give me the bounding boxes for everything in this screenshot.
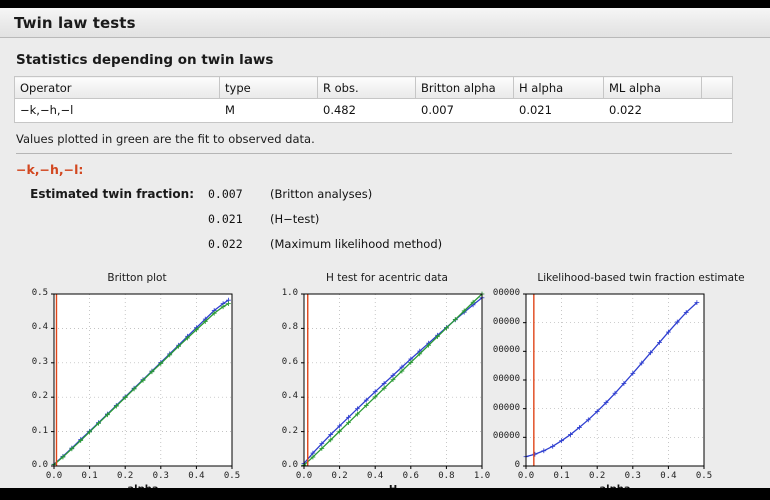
x-tick-label: 0.8	[438, 471, 455, 481]
chart-canvas-britton	[51, 293, 233, 469]
y-tick-label: 0	[514, 460, 520, 470]
y-tick-label: 0.2	[281, 425, 298, 436]
x-tick-label: 0.3	[152, 471, 169, 481]
section-heading: Statistics depending on twin laws	[16, 52, 274, 68]
x-tick-label: 0.1	[553, 471, 570, 481]
chart-likelihood-plot[interactable]: Likelihood-based twin fraction estimate 0…	[486, 272, 770, 488]
y-tick-label: 0.0	[281, 460, 298, 470]
y-tick-label: 0.8	[281, 322, 298, 333]
x-tick-label: 0.2	[117, 471, 134, 481]
y-tick-label: 00000	[492, 374, 520, 384]
x-tick-label: 0.5	[695, 471, 713, 481]
window-titlebar: Twin law tests	[0, 8, 770, 38]
y-tick-label: 0.4	[281, 391, 298, 402]
x-tick-label: 1.0	[473, 471, 491, 481]
cell-h-alpha: 0.021	[513, 98, 604, 123]
estimate-row: 0.021 (H−test)	[14, 212, 756, 237]
table-header-row: Operator type R obs. Britton alpha H alp…	[14, 76, 733, 99]
column-header-britton-alpha[interactable]: Britton alpha	[415, 76, 514, 99]
cell-r-obs: 0.482	[317, 98, 416, 123]
y-tick-label: 0.0	[31, 460, 48, 470]
cell-ml-alpha: 0.022	[603, 98, 702, 123]
x-tick-label: 0.4	[660, 471, 677, 481]
estimate-label: Estimated twin fraction:	[30, 187, 194, 201]
column-header-spacer	[701, 76, 733, 99]
y-tick-label: 0.3	[31, 356, 48, 367]
y-tick-label: 00000	[492, 431, 520, 442]
section-divider	[16, 153, 732, 154]
x-tick-label: 0.0	[295, 471, 313, 481]
x-tick-label: 0.2	[589, 471, 606, 481]
x-tick-label: 0.2	[331, 471, 348, 481]
estimated-twin-fraction-block: Estimated twin fraction: 0.007 (Britton …	[14, 187, 756, 262]
estimate-value-britton: 0.007	[208, 187, 243, 201]
chart-canvas-likelihood	[523, 293, 705, 469]
estimate-value-htest: 0.021	[208, 212, 243, 226]
x-tick-label: 0.4	[188, 471, 205, 481]
y-tick-label: 0.4	[31, 322, 48, 333]
y-tick-label: 00000	[492, 288, 520, 298]
chart-h-test-plot[interactable]: H test for acentric data 0.0 0.2 0.4 0.6 0.8 1…	[262, 272, 512, 488]
y-tick-label: 0.1	[31, 425, 48, 436]
cell-type: M	[219, 98, 318, 123]
x-tick-label: 0.5	[223, 471, 241, 481]
x-axis-label: alpha	[12, 484, 274, 488]
x-tick-label: 0.6	[402, 471, 419, 481]
x-tick-label: 0.0	[517, 471, 535, 481]
cell-britton-alpha: 0.007	[415, 98, 514, 123]
estimate-value-ml: 0.022	[208, 237, 243, 251]
estimate-row: Estimated twin fraction: 0.007 (Britton …	[14, 187, 756, 212]
estimate-desc-htest: (H−test)	[270, 212, 320, 226]
column-header-operator[interactable]: Operator	[14, 76, 220, 99]
x-axis-label: H	[262, 484, 524, 488]
y-tick-label: 0.5	[31, 288, 48, 298]
chart-title: H test for acentric data	[326, 272, 448, 284]
chart-title: Likelihood-based twin fraction estimate	[537, 272, 745, 284]
y-tick-label: 00000	[492, 316, 520, 327]
y-tick-label: 1.0	[281, 288, 298, 298]
table-row[interactable]: −k,−h,−l M 0.482 0.007 0.021 0.022	[14, 98, 733, 123]
column-header-type[interactable]: type	[219, 76, 318, 99]
x-tick-label: 0.4	[367, 471, 384, 481]
cell-operator: −k,−h,−l	[14, 98, 220, 123]
content-area: Statistics depending on twin laws Operat…	[0, 38, 770, 488]
twin-law-tests-panel: Twin law tests Statistics depending on t…	[0, 8, 770, 488]
estimate-row: 0.022 (Maximum likelihood method)	[14, 237, 756, 262]
twin-law-statistics-table: Operator type R obs. Britton alpha H alp…	[14, 76, 733, 123]
y-tick-label: 00000	[492, 402, 520, 413]
window-title: Twin law tests	[14, 13, 136, 32]
x-axis-label: alpha	[486, 484, 744, 488]
twin-law-label: −k,−h,−l:	[16, 162, 84, 177]
y-tick-label: 0.2	[31, 391, 48, 402]
column-header-h-alpha[interactable]: H alpha	[513, 76, 604, 99]
x-tick-label: 0.1	[81, 471, 98, 481]
column-header-ml-alpha[interactable]: ML alpha	[603, 76, 702, 99]
estimate-desc-ml: (Maximum likelihood method)	[270, 237, 443, 251]
chart-title: Britton plot	[107, 272, 167, 284]
chart-canvas-htest	[301, 291, 485, 469]
cell-spacer	[701, 98, 733, 123]
x-tick-label: 0.0	[45, 471, 63, 481]
column-header-r-obs[interactable]: R obs.	[317, 76, 416, 99]
green-fit-note: Values plotted in green are the fit to o…	[16, 132, 315, 146]
estimate-desc-britton: (Britton analyses)	[270, 187, 373, 201]
chart-britton-plot[interactable]: Britton plot 0.0 0.1 0.2 0.3 0.4 0.5 0.0 0.1 0.2 0…	[12, 272, 262, 488]
plots-row: Britton plot 0.0 0.1 0.2 0.3 0.4 0.5 0.0 0.1 0.2 0…	[14, 272, 756, 488]
y-tick-label: 0.6	[281, 356, 298, 367]
x-tick-label: 0.3	[624, 471, 641, 481]
y-tick-label: 00000	[492, 345, 520, 356]
